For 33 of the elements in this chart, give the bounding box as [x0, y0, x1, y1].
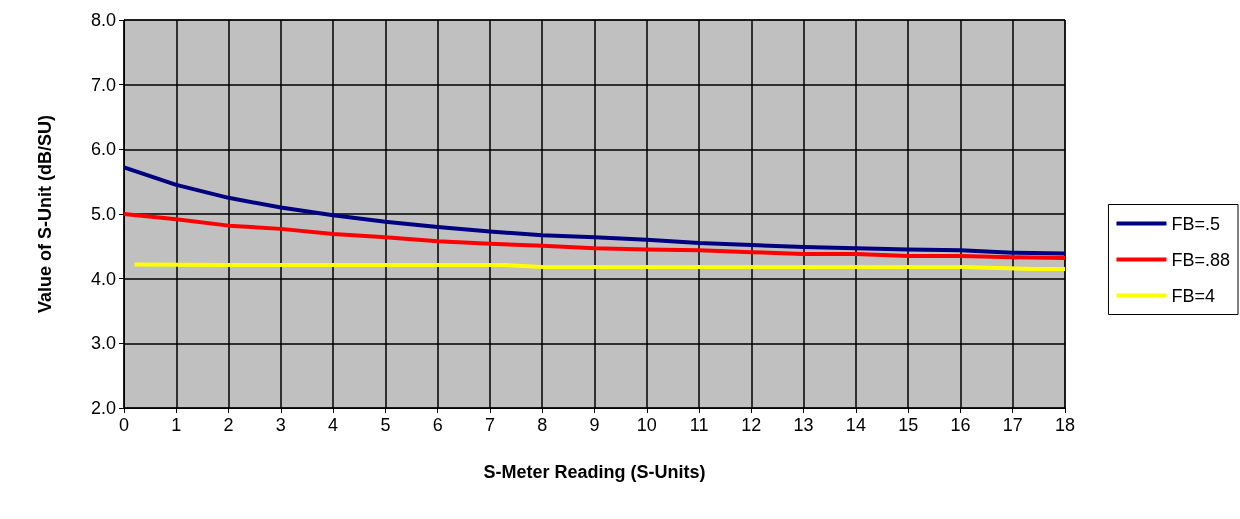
x-tick-label: 6: [432, 415, 443, 435]
y-tick-label: 2.0: [90, 398, 116, 418]
legend-label: FB=4: [1171, 285, 1215, 306]
x-tick-label: 14: [845, 415, 866, 435]
x-tick-label: 18: [1054, 415, 1076, 435]
x-tick-label: 2: [223, 415, 234, 435]
y-tick-label: 6.0: [90, 139, 116, 160]
y-tick-label: 8.0: [90, 10, 116, 30]
y-tick-label: 4.0: [90, 268, 116, 289]
line-series: [122, 212, 1067, 260]
x-tick-label: 10: [636, 415, 657, 435]
x-tick-label: 3: [275, 415, 286, 435]
legend-label: FB=.88: [1171, 249, 1231, 270]
x-tick-label: 13: [793, 415, 814, 435]
x-tick-label: 5: [380, 415, 391, 435]
x-tick-label: 11: [689, 415, 709, 435]
x-tick-label: 8: [537, 415, 548, 435]
x-tick-label: 16: [950, 415, 971, 435]
x-axis-title: S-Meter Reading (S-Units): [483, 462, 706, 482]
x-tick-label: 4: [328, 415, 339, 435]
y-axis-title: Value of S-Unit (dB/SU): [35, 114, 55, 313]
y-tick-label: 7.0: [90, 74, 116, 95]
x-tick-label: 9: [589, 415, 600, 435]
x-tick-label: 17: [1002, 415, 1023, 435]
line-series: [122, 165, 1067, 256]
x-tick-label: 1: [171, 415, 182, 435]
x-tick-label: 7: [484, 415, 495, 435]
x-tick-label: 15: [898, 415, 919, 435]
y-tick-label: 3.0: [90, 333, 116, 354]
y-tick-label: 5.0: [90, 204, 116, 224]
x-tick-label: 0: [118, 415, 130, 435]
x-tick-label: 12: [741, 415, 762, 435]
legend-label: FB=.5: [1171, 213, 1220, 234]
